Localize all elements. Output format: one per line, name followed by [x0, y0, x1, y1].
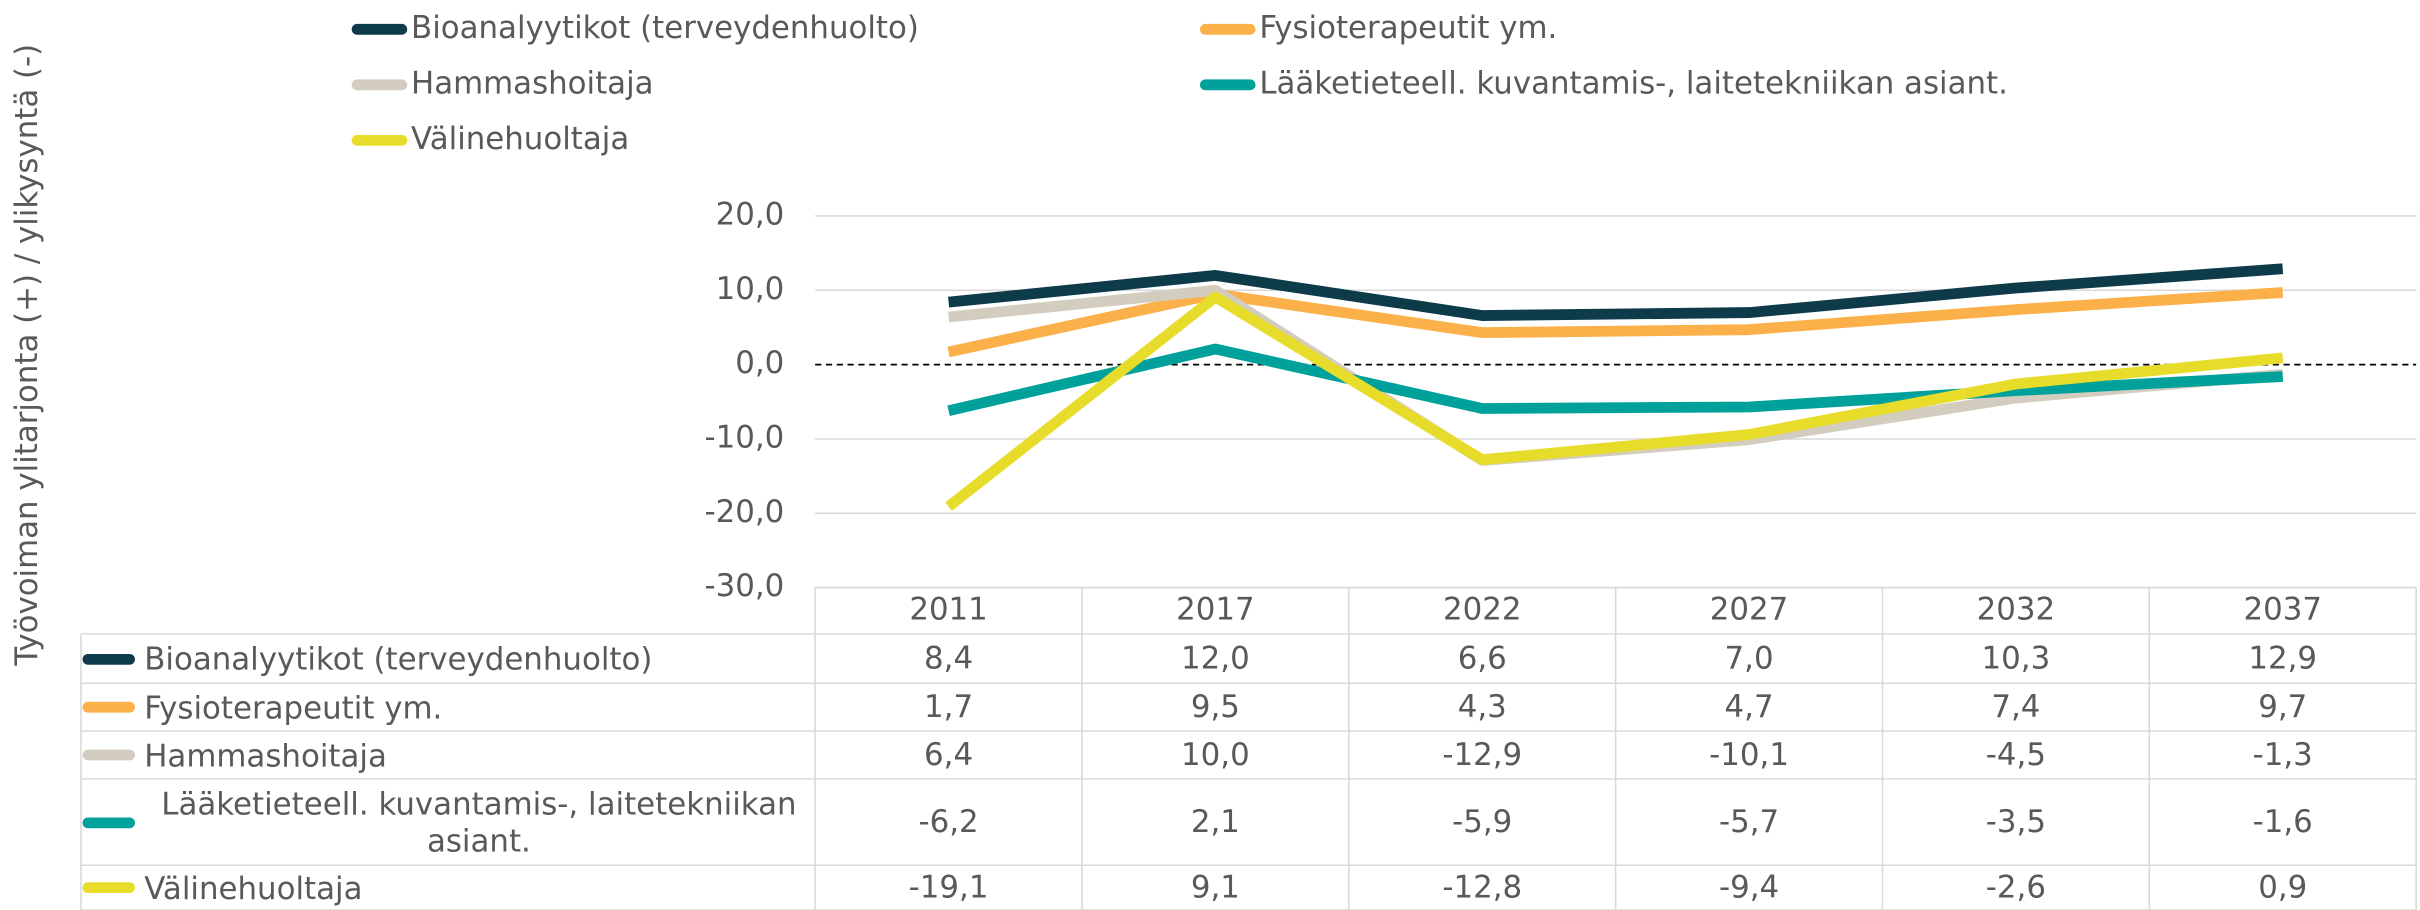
table-value: 6,6 — [1458, 641, 1507, 677]
table-value: -2,6 — [1986, 870, 2046, 906]
table-row-label: Hammashoitaja — [82, 731, 814, 779]
x-tick-label: 2022 — [1443, 591, 1521, 627]
table-value: -10,1 — [1709, 737, 1789, 773]
table-value: -4,5 — [1986, 737, 2046, 773]
series-line — [947, 287, 2284, 358]
y-tick-label: 0,0 — [735, 345, 784, 381]
table-row-label: Bioanalyytikot (terveydenhuolto) — [82, 634, 814, 683]
row-label: Bioanalyytikot (terveydenhuolto) — [82, 634, 814, 683]
legend-label: Bioanalyytikot (terveydenhuolto) — [411, 10, 919, 46]
row-name: Fysioterapeutit ym. — [144, 688, 443, 726]
y-tick-label: 10,0 — [716, 271, 785, 307]
series-line — [947, 343, 2284, 416]
table-value: -12,8 — [1442, 870, 1522, 906]
table-value: 7,0 — [1725, 641, 1774, 677]
table-value: 9,5 — [1191, 689, 1240, 725]
y-tick-label: 20,0 — [716, 196, 785, 232]
row-swatch — [82, 653, 135, 664]
table-value: -6,2 — [918, 804, 978, 840]
series-line — [945, 291, 2284, 511]
table-value: -5,9 — [1452, 804, 1512, 840]
row-name: Lääketieteell. kuvantamis-, laitetekniik… — [161, 785, 797, 860]
row-label: Välinehuoltaja — [82, 865, 814, 910]
y-tick-label: -20,0 — [705, 494, 785, 530]
legend-label: Lääketieteell. kuvantamis-, laitetekniik… — [1259, 65, 2008, 101]
x-tick-label: 2032 — [1977, 591, 2055, 627]
table-value: -1,6 — [2253, 804, 2313, 840]
table-value: 9,1 — [1191, 870, 1240, 906]
table-value: 10,3 — [1982, 641, 2051, 677]
legend-label: Fysioterapeutit ym. — [1259, 10, 1557, 46]
row-name: Bioanalyytikot (terveydenhuolto) — [144, 640, 653, 678]
table-value: 6,4 — [924, 737, 973, 773]
table-row-label: Fysioterapeutit ym. — [82, 683, 814, 731]
row-swatch — [82, 816, 135, 828]
y-axis-label: Työvoiman ylitarjonta (+) / ylikysyntä (… — [9, 44, 45, 667]
table-value: 1,7 — [924, 689, 973, 725]
table-row-label: Lääketieteell. kuvantamis-, laitetekniik… — [82, 779, 814, 865]
row-name: Välinehuoltaja — [144, 869, 363, 907]
row-swatch — [82, 882, 135, 894]
row-label: Fysioterapeutit ym. — [82, 683, 814, 731]
x-tick-label: 2037 — [2243, 591, 2321, 627]
table-value: -9,4 — [1719, 870, 1779, 906]
table-row-label: Välinehuoltaja — [82, 865, 814, 910]
table-value: -3,5 — [1986, 804, 2046, 840]
row-label: Lääketieteell. kuvantamis-, laitetekniik… — [82, 779, 814, 865]
table-value: 9,7 — [2258, 689, 2307, 725]
row-name: Hammashoitaja — [144, 736, 387, 774]
table-value: -1,3 — [2253, 737, 2313, 773]
legend-label: Välinehuoltaja — [411, 121, 629, 157]
table-value: 8,4 — [924, 641, 973, 677]
table-value: -19,1 — [909, 870, 989, 906]
x-tick-label: 2017 — [1176, 591, 1254, 627]
y-tick-label: -30,0 — [705, 568, 785, 604]
table-value: 0,9 — [2258, 870, 2307, 906]
table-value: 12,9 — [2248, 641, 2317, 677]
legend-label: Hammashoitaja — [411, 65, 654, 101]
x-tick-label: 2027 — [1710, 591, 1788, 627]
table-value: 7,4 — [1991, 689, 2040, 725]
table-value: 4,3 — [1458, 689, 1507, 725]
row-label: Hammashoitaja — [82, 731, 814, 779]
row-swatch — [82, 701, 135, 713]
x-tick-label: 2011 — [909, 591, 987, 627]
table-value: -5,7 — [1719, 804, 1779, 840]
row-swatch — [82, 749, 135, 761]
table-value: 10,0 — [1181, 737, 1250, 773]
table-value: -12,9 — [1442, 737, 1522, 773]
table-value: 4,7 — [1725, 689, 1774, 725]
y-tick-label: -10,0 — [705, 419, 785, 455]
table-value: 2,1 — [1191, 804, 1240, 840]
table-value: 12,0 — [1181, 641, 1250, 677]
series-line — [948, 263, 2284, 321]
